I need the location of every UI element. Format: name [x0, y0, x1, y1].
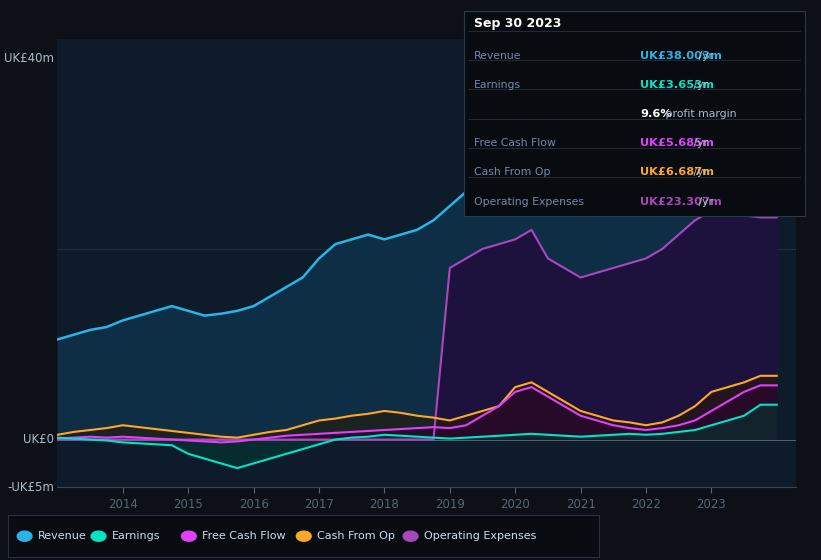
- Text: Earnings: Earnings: [474, 80, 521, 90]
- Text: UK£6.687m: UK£6.687m: [640, 167, 714, 178]
- Text: 9.6%: 9.6%: [640, 109, 672, 119]
- Text: /yr: /yr: [690, 167, 708, 178]
- Text: profit margin: profit margin: [663, 109, 737, 119]
- Text: UK£0: UK£0: [23, 433, 54, 446]
- Text: Free Cash Flow: Free Cash Flow: [474, 138, 556, 148]
- Text: /yr: /yr: [695, 197, 713, 207]
- Text: Cash From Op: Cash From Op: [474, 167, 550, 178]
- Text: UK£40m: UK£40m: [4, 52, 54, 65]
- Text: UK£3.653m: UK£3.653m: [640, 80, 714, 90]
- Text: Operating Expenses: Operating Expenses: [424, 531, 536, 541]
- Text: Revenue: Revenue: [474, 51, 521, 61]
- Text: UK£5.685m: UK£5.685m: [640, 138, 714, 148]
- Text: UK£38.003m: UK£38.003m: [640, 51, 722, 61]
- Text: /yr: /yr: [695, 51, 713, 61]
- Text: Earnings: Earnings: [112, 531, 160, 541]
- Text: Cash From Op: Cash From Op: [317, 531, 395, 541]
- Text: UK£23.307m: UK£23.307m: [640, 197, 722, 207]
- Text: Sep 30 2023: Sep 30 2023: [474, 17, 561, 30]
- Text: Revenue: Revenue: [38, 531, 86, 541]
- Text: /yr: /yr: [690, 138, 708, 148]
- Text: Free Cash Flow: Free Cash Flow: [202, 531, 286, 541]
- Text: Operating Expenses: Operating Expenses: [474, 197, 584, 207]
- Text: -UK£5m: -UK£5m: [7, 480, 54, 494]
- Text: /yr: /yr: [690, 80, 708, 90]
